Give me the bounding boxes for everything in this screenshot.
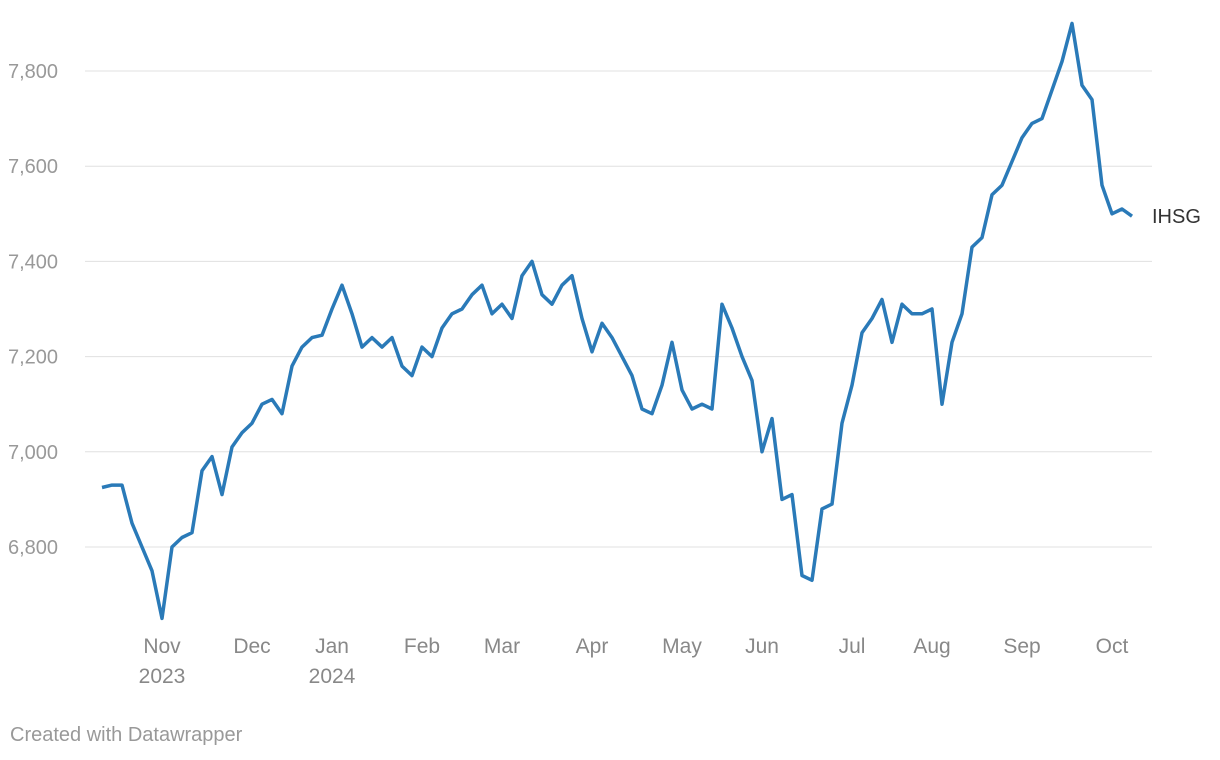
x-tick-label: May: [662, 635, 702, 658]
y-tick-label: 7,200: [8, 347, 58, 369]
x-tick-label: Apr: [575, 635, 609, 658]
x-tick-label: Oct: [1095, 635, 1129, 658]
x-tick-label: Mar: [483, 635, 521, 658]
x-tick-label: Feb: [403, 635, 441, 658]
x-tick-label: Jul: [838, 635, 866, 658]
x-tick-label: Aug: [913, 635, 951, 658]
x-tick-label: Nov 2023: [138, 635, 186, 688]
y-tick-label: 7,000: [8, 442, 58, 464]
plot: 6,800 7,000 7,200 7,400 7,600 7,800 IHSG: [8, 21, 1201, 621]
x-tick-label: Dec: [233, 635, 271, 658]
y-tick-label: 6,800: [8, 537, 58, 559]
series-label: IHSG: [1152, 206, 1201, 228]
line: [101, 21, 1134, 621]
y-tick-label: 7,800: [8, 61, 58, 83]
x-tick-label: Jun: [745, 635, 779, 658]
x-tick-label: Jan 2024: [308, 635, 356, 688]
y-tick-label: 7,400: [8, 251, 58, 273]
x-tick-label: Sep: [1003, 635, 1041, 658]
y-tick-label: 7,600: [8, 156, 58, 178]
footer: Created with Datawrapper: [10, 724, 243, 746]
